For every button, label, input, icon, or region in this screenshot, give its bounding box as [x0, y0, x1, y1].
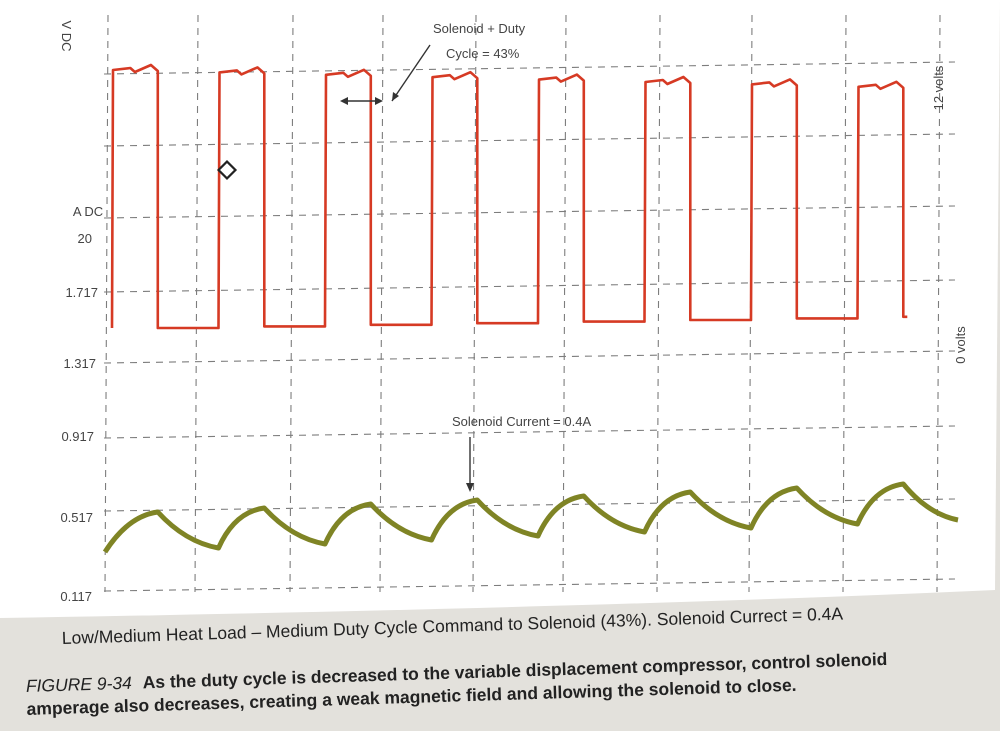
grid-line-vertical: [472, 14, 477, 593]
duty-width-arrowhead-right: [375, 97, 383, 105]
right-label-0v: 0 volts: [953, 326, 968, 364]
grid-line-vertical: [289, 14, 294, 593]
y-tick-label: 0.117: [60, 589, 92, 604]
scope-panel: [0, 0, 1000, 618]
duty-annotation-arrow: [391, 44, 431, 102]
y-tick-label: 1.317: [63, 356, 96, 371]
y-tick-label: 0.917: [61, 429, 94, 444]
figure-caption: FIGURE 9-34 As the duty cycle is decreas…: [26, 649, 888, 719]
duty-annotation-line2: Cycle = 43%: [446, 46, 520, 61]
grid-line-vertical: [562, 14, 567, 593]
current-series-line: [102, 481, 959, 554]
y-unit-top-label: V DC: [59, 20, 74, 51]
y-amps-top-tick: 20: [78, 231, 92, 246]
figure-label: FIGURE 9-34: [26, 673, 133, 696]
y-unit-amps-label: A DC: [73, 204, 103, 219]
y-tick-label: 1.717: [65, 285, 98, 300]
grid-line-vertical: [104, 14, 109, 593]
voltage-series-line: [110, 63, 908, 330]
y-tick-label: 0.517: [60, 510, 93, 525]
grid-line-vertical: [656, 14, 661, 593]
cursor-diamond-marker: [216, 159, 238, 181]
current-annotation-arrowhead: [466, 483, 474, 492]
grid-line-vertical: [379, 14, 384, 593]
current-annotation: Solenoid Current = 0.4A: [452, 414, 591, 429]
grid-line-vertical: [842, 14, 847, 593]
duty-annotation-line1: Solenoid + Duty: [433, 21, 526, 36]
grid-line-vertical: [936, 14, 941, 593]
grid-line-vertical: [194, 14, 199, 593]
right-label-12v: 12 volts: [931, 65, 946, 110]
duty-annotation-arrowhead: [392, 92, 399, 101]
duty-width-arrowhead-left: [340, 97, 348, 105]
